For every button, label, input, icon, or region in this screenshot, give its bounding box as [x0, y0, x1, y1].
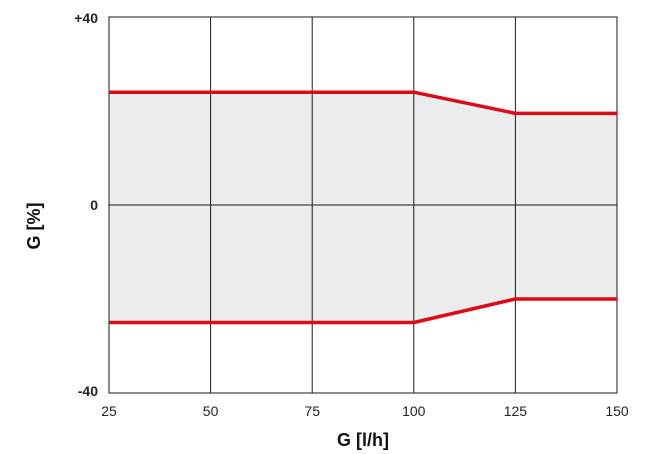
x-tick-label: 25 — [101, 403, 117, 419]
y-tick-label: -40 — [78, 383, 98, 399]
x-tick-labels: 25 50 75 100 125 150 — [101, 403, 629, 419]
series-line-lower — [109, 297, 617, 325]
x-tick-label: 75 — [304, 403, 320, 419]
series-lines — [109, 90, 617, 325]
x-axis-title: G [l/h] — [337, 430, 389, 450]
x-tick-label: 100 — [402, 403, 426, 419]
y-tick-label: 0 — [90, 197, 98, 213]
x-tick-label: 150 — [605, 403, 629, 419]
y-tick-labels: +40 0 -40 — [74, 10, 98, 399]
series-line-upper — [109, 90, 617, 116]
x-tick-label: 50 — [203, 403, 219, 419]
plot-frame — [108, 16, 618, 394]
y-axis-title: G [%] — [24, 203, 44, 250]
band-fill — [109, 92, 617, 323]
x-tick-label: 125 — [504, 403, 528, 419]
y-tick-label: +40 — [74, 10, 98, 26]
grid-lines — [109, 17, 617, 393]
